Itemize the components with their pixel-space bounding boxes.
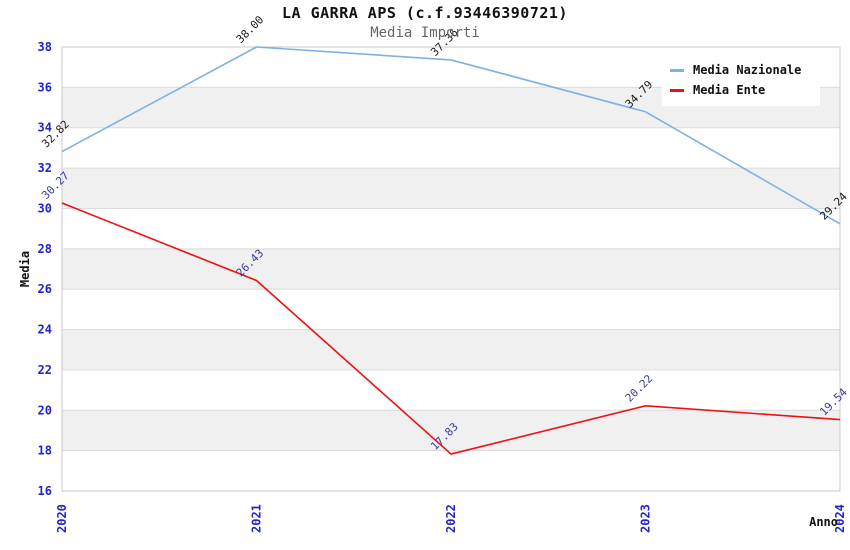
media-ente-line-swatch-icon bbox=[670, 88, 684, 92]
x-axis-title: Anno bbox=[809, 515, 838, 529]
point-label: 20.22 bbox=[623, 372, 656, 405]
plot-border bbox=[61, 46, 841, 492]
y-tick-label: 26 bbox=[38, 282, 52, 296]
y-tick-label: 36 bbox=[38, 80, 52, 94]
legend-label-media-nazionale: Media Nazionale bbox=[693, 63, 802, 77]
legend-item-media-nazionale: Media Nazionale bbox=[670, 60, 820, 80]
chart-title: LA GARRA APS (c.f.93446390721) bbox=[282, 4, 568, 22]
x-tick-label: 2022 bbox=[444, 504, 458, 533]
legend-label-media-ente: Media Ente bbox=[693, 83, 766, 97]
x-tick-label: 2021 bbox=[250, 504, 264, 533]
y-tick-label: 32 bbox=[38, 161, 52, 175]
x-tick-label: 2020 bbox=[55, 504, 69, 533]
series-line bbox=[61, 46, 841, 225]
grid-band bbox=[62, 248, 840, 290]
y-tick-label: 22 bbox=[38, 363, 52, 377]
y-tick-label: 38 bbox=[38, 40, 52, 54]
y-tick-label: 18 bbox=[38, 444, 52, 458]
grid-band bbox=[62, 168, 840, 209]
y-tick-label: 28 bbox=[38, 242, 52, 256]
legend: Media Nazionale Media Ente bbox=[662, 56, 820, 106]
x-tick-label: 2024 bbox=[833, 504, 847, 533]
y-tick-label: 24 bbox=[38, 323, 52, 337]
y-tick-label: 34 bbox=[38, 121, 52, 135]
legend-item-media-ente: Media Ente bbox=[670, 80, 820, 100]
series-line bbox=[61, 202, 841, 455]
y-axis-title: Media bbox=[18, 250, 32, 288]
y-tick-label: 20 bbox=[38, 403, 52, 417]
grid-band bbox=[62, 329, 840, 370]
media-nazionale-line-swatch-icon bbox=[670, 68, 684, 72]
chart-subtitle: Media Importi bbox=[370, 25, 480, 41]
y-tick-label: 16 bbox=[38, 484, 52, 498]
x-tick-label: 2023 bbox=[639, 504, 653, 533]
y-tick-label: 30 bbox=[38, 201, 52, 215]
grid-band bbox=[62, 410, 840, 451]
